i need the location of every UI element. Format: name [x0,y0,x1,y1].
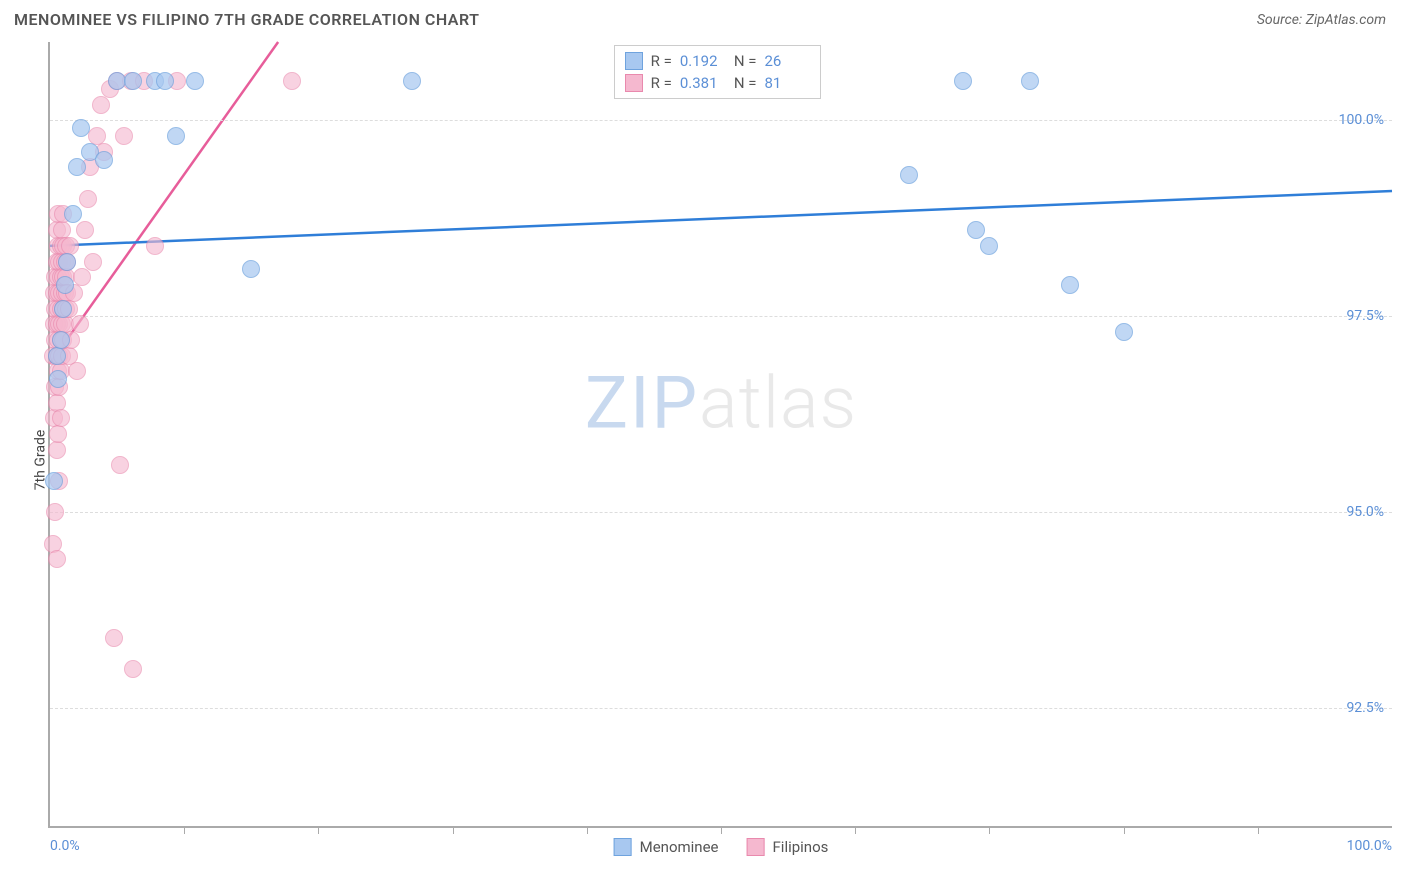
data-point-filipinos [48,441,66,459]
data-point-menominee [186,72,204,90]
data-point-filipinos [146,237,164,255]
swatch-menominee [614,838,632,856]
r-label: R = [651,74,672,92]
data-point-menominee [167,127,185,145]
n-label: N = [734,52,757,70]
data-point-filipinos [46,503,64,521]
bottom-legend: Menominee Filipinos [614,838,829,856]
x-tick [318,826,319,834]
data-point-filipinos [84,253,102,271]
data-point-menominee [68,158,86,176]
data-point-menominee [56,276,74,294]
n-value-menominee: 26 [764,52,810,70]
watermark-atlas: atlas [699,360,857,445]
data-point-filipinos [92,96,110,114]
data-point-filipinos [79,190,97,208]
data-point-menominee [54,300,72,318]
swatch-filipinos [747,838,765,856]
data-point-menominee [900,166,918,184]
r-label: R = [651,52,672,70]
stats-row-filipinos: R = 0.381 N = 81 [625,72,811,94]
legend-item-filipinos: Filipinos [747,838,829,856]
x-tick [989,826,990,834]
y-tick-label: 97.5% [1346,308,1384,324]
legend-item-menominee: Menominee [614,838,719,856]
x-tick [1258,826,1259,834]
legend-label-menominee: Menominee [640,838,719,856]
data-point-menominee [980,237,998,255]
y-tick-label: 100.0% [1339,112,1384,128]
data-point-menominee [1115,323,1133,341]
data-point-menominee [95,151,113,169]
data-point-menominee [1061,276,1079,294]
x-tick [1124,826,1125,834]
x-axis-max-label: 100.0% [1347,838,1392,854]
x-tick [587,826,588,834]
data-point-filipinos [71,315,89,333]
data-point-menominee [64,205,82,223]
data-point-menominee [52,331,70,349]
data-point-menominee [954,72,972,90]
data-point-menominee [403,72,421,90]
data-point-menominee [967,221,985,239]
data-point-filipinos [48,550,66,568]
data-point-filipinos [49,425,67,443]
data-point-menominee [1021,72,1039,90]
x-tick [184,826,185,834]
data-point-filipinos [68,362,86,380]
swatch-menominee [625,52,643,70]
n-value-filipinos: 81 [764,74,810,92]
x-tick [721,826,722,834]
source-attribution: Source: ZipAtlas.com [1257,12,1386,28]
data-point-filipinos [105,629,123,647]
gridline [50,708,1392,709]
gridline [50,120,1392,121]
swatch-filipinos [625,74,643,92]
data-point-filipinos [73,268,91,286]
data-point-menominee [242,260,260,278]
watermark-zip: ZIP [585,360,699,445]
data-point-menominee [124,72,142,90]
y-tick-label: 95.0% [1346,504,1384,520]
plot-area: ZIPatlas R = 0.192 N = 26 R = 0.381 N = … [48,42,1392,828]
data-point-menominee [45,472,63,490]
x-axis-min-label: 0.0% [50,838,80,854]
chart-title: MENOMINEE VS FILIPINO 7TH GRADE CORRELAT… [14,10,479,29]
data-point-filipinos [52,409,70,427]
data-point-filipinos [76,221,94,239]
watermark: ZIPatlas [585,360,857,445]
data-point-filipinos [115,127,133,145]
r-value-filipinos: 0.381 [680,74,726,92]
y-tick-label: 92.5% [1346,700,1384,716]
data-point-menominee [49,370,67,388]
data-point-menominee [156,72,174,90]
data-point-menominee [48,347,66,365]
chart-container: 7th Grade ZIPatlas R = 0.192 N = 26 R = … [14,42,1392,878]
legend-label-filipinos: Filipinos [773,838,829,856]
data-point-filipinos [283,72,301,90]
data-point-filipinos [111,456,129,474]
gridline [50,512,1392,513]
stats-legend: R = 0.192 N = 26 R = 0.381 N = 81 [614,45,822,99]
n-label: N = [734,74,757,92]
data-point-menominee [58,253,76,271]
x-tick [855,826,856,834]
data-point-menominee [72,119,90,137]
r-value-menominee: 0.192 [680,52,726,70]
data-point-filipinos [124,660,142,678]
gridline [50,316,1392,317]
x-tick [453,826,454,834]
stats-row-menominee: R = 0.192 N = 26 [625,50,811,72]
